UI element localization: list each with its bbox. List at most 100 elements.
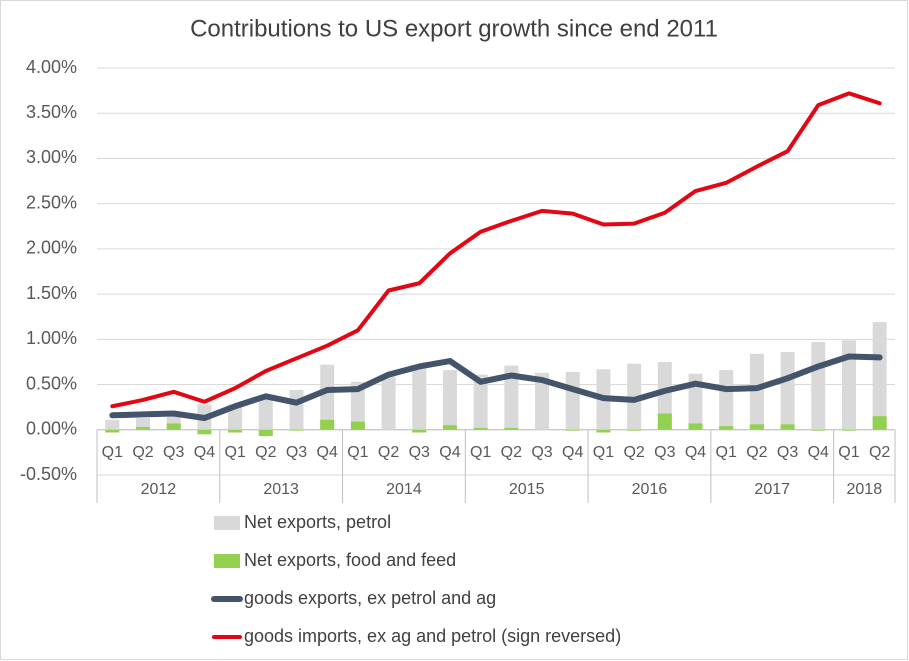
bar xyxy=(258,398,273,430)
line xyxy=(110,91,882,409)
x-tick-label: Q3 xyxy=(531,444,552,461)
line xyxy=(109,353,883,422)
bar xyxy=(197,429,212,435)
bar xyxy=(627,429,642,431)
bar xyxy=(320,364,335,430)
bar xyxy=(565,429,580,431)
y-tick-label: 4.00% xyxy=(26,57,77,77)
bar xyxy=(688,423,703,430)
x-tick-label: Q1 xyxy=(224,444,245,461)
x-tick-label: Q4 xyxy=(562,444,583,461)
legend-label: goods imports, ex ag and petrol (sign re… xyxy=(244,626,621,646)
bar xyxy=(504,427,519,430)
bar xyxy=(657,361,672,430)
bar xyxy=(442,370,457,430)
y-tick-label: 0.50% xyxy=(26,373,77,393)
x-tick-label: Q4 xyxy=(808,444,829,461)
bar xyxy=(504,365,519,430)
bar xyxy=(136,427,151,430)
x-tick-label: Q4 xyxy=(317,444,338,461)
bar xyxy=(473,374,488,430)
bar xyxy=(565,371,580,430)
bar xyxy=(719,370,734,430)
bar xyxy=(535,372,550,430)
group-label: 2014 xyxy=(386,481,422,498)
bar xyxy=(381,376,396,430)
bar xyxy=(105,429,120,433)
bar xyxy=(811,342,826,430)
x-tick-label: Q1 xyxy=(593,444,614,461)
x-tick-label: Q2 xyxy=(255,444,276,461)
legend-swatch xyxy=(214,516,240,530)
bar xyxy=(136,418,151,430)
bar xyxy=(350,421,365,430)
x-tick-label: Q3 xyxy=(286,444,307,461)
y-tick-label: 3.00% xyxy=(26,147,77,167)
x-tick-label: Q2 xyxy=(869,444,890,461)
bar xyxy=(350,381,365,430)
x-tick-label: Q3 xyxy=(777,444,798,461)
bar xyxy=(228,429,243,433)
x-tick-label: Q2 xyxy=(378,444,399,461)
bar xyxy=(627,363,642,430)
group-label: 2017 xyxy=(754,481,790,498)
bar xyxy=(841,429,856,431)
y-tick-label: 2.50% xyxy=(26,192,77,212)
bar xyxy=(596,429,611,433)
x-tick-label: Q3 xyxy=(654,444,675,461)
group-label: 2012 xyxy=(141,481,177,498)
x-tick-label: Q4 xyxy=(194,444,215,461)
bar xyxy=(657,413,672,430)
legend-label: goods exports, ex petrol and ag xyxy=(244,588,496,608)
x-tick-label: Q3 xyxy=(163,444,184,461)
y-tick-label: 1.50% xyxy=(26,283,77,303)
y-tick-label: 2.00% xyxy=(26,238,77,258)
y-tick-label: 3.50% xyxy=(26,102,77,122)
x-tick-label: Q4 xyxy=(685,444,706,461)
bar xyxy=(473,427,488,430)
x-tick-label: Q1 xyxy=(838,444,859,461)
bar xyxy=(749,424,764,430)
bar xyxy=(811,429,826,431)
group-label: 2013 xyxy=(263,481,299,498)
bar xyxy=(412,367,427,430)
legend-label: Net exports, food and feed xyxy=(244,550,456,570)
x-tick-label: Q1 xyxy=(470,444,491,461)
x-tick-label: Q3 xyxy=(409,444,430,461)
x-tick-label: Q1 xyxy=(716,444,737,461)
x-tick-label: Q4 xyxy=(439,444,460,461)
x-tick-label: Q2 xyxy=(746,444,767,461)
x-tick-label: Q2 xyxy=(623,444,644,461)
bar xyxy=(258,429,273,437)
group-label: 2016 xyxy=(632,481,668,498)
y-tick-label: 0.00% xyxy=(26,419,77,439)
group-label: 2015 xyxy=(509,481,545,498)
y-tick-label: -0.50% xyxy=(20,464,77,484)
bar xyxy=(289,429,304,431)
bar xyxy=(780,424,795,430)
bar xyxy=(719,426,734,430)
bar xyxy=(442,425,457,430)
bar xyxy=(105,419,120,430)
chart-title: Contributions to US export growth since … xyxy=(190,15,718,42)
bar xyxy=(688,373,703,430)
group-label: 2018 xyxy=(847,481,883,498)
bar xyxy=(872,416,887,430)
x-tick-label: Q1 xyxy=(102,444,123,461)
bar xyxy=(841,340,856,430)
x-tick-label: Q2 xyxy=(132,444,153,461)
bar xyxy=(780,351,795,430)
y-tick-label: 1.00% xyxy=(26,328,77,348)
x-tick-label: Q2 xyxy=(501,444,522,461)
bar xyxy=(412,429,427,433)
bar xyxy=(320,419,335,430)
x-tick-label: Q1 xyxy=(347,444,368,461)
bar xyxy=(289,389,304,430)
bar xyxy=(166,423,181,430)
bar xyxy=(749,353,764,430)
legend-swatch xyxy=(214,554,240,568)
legend-label: Net exports, petrol xyxy=(244,512,391,532)
bar xyxy=(872,322,887,430)
